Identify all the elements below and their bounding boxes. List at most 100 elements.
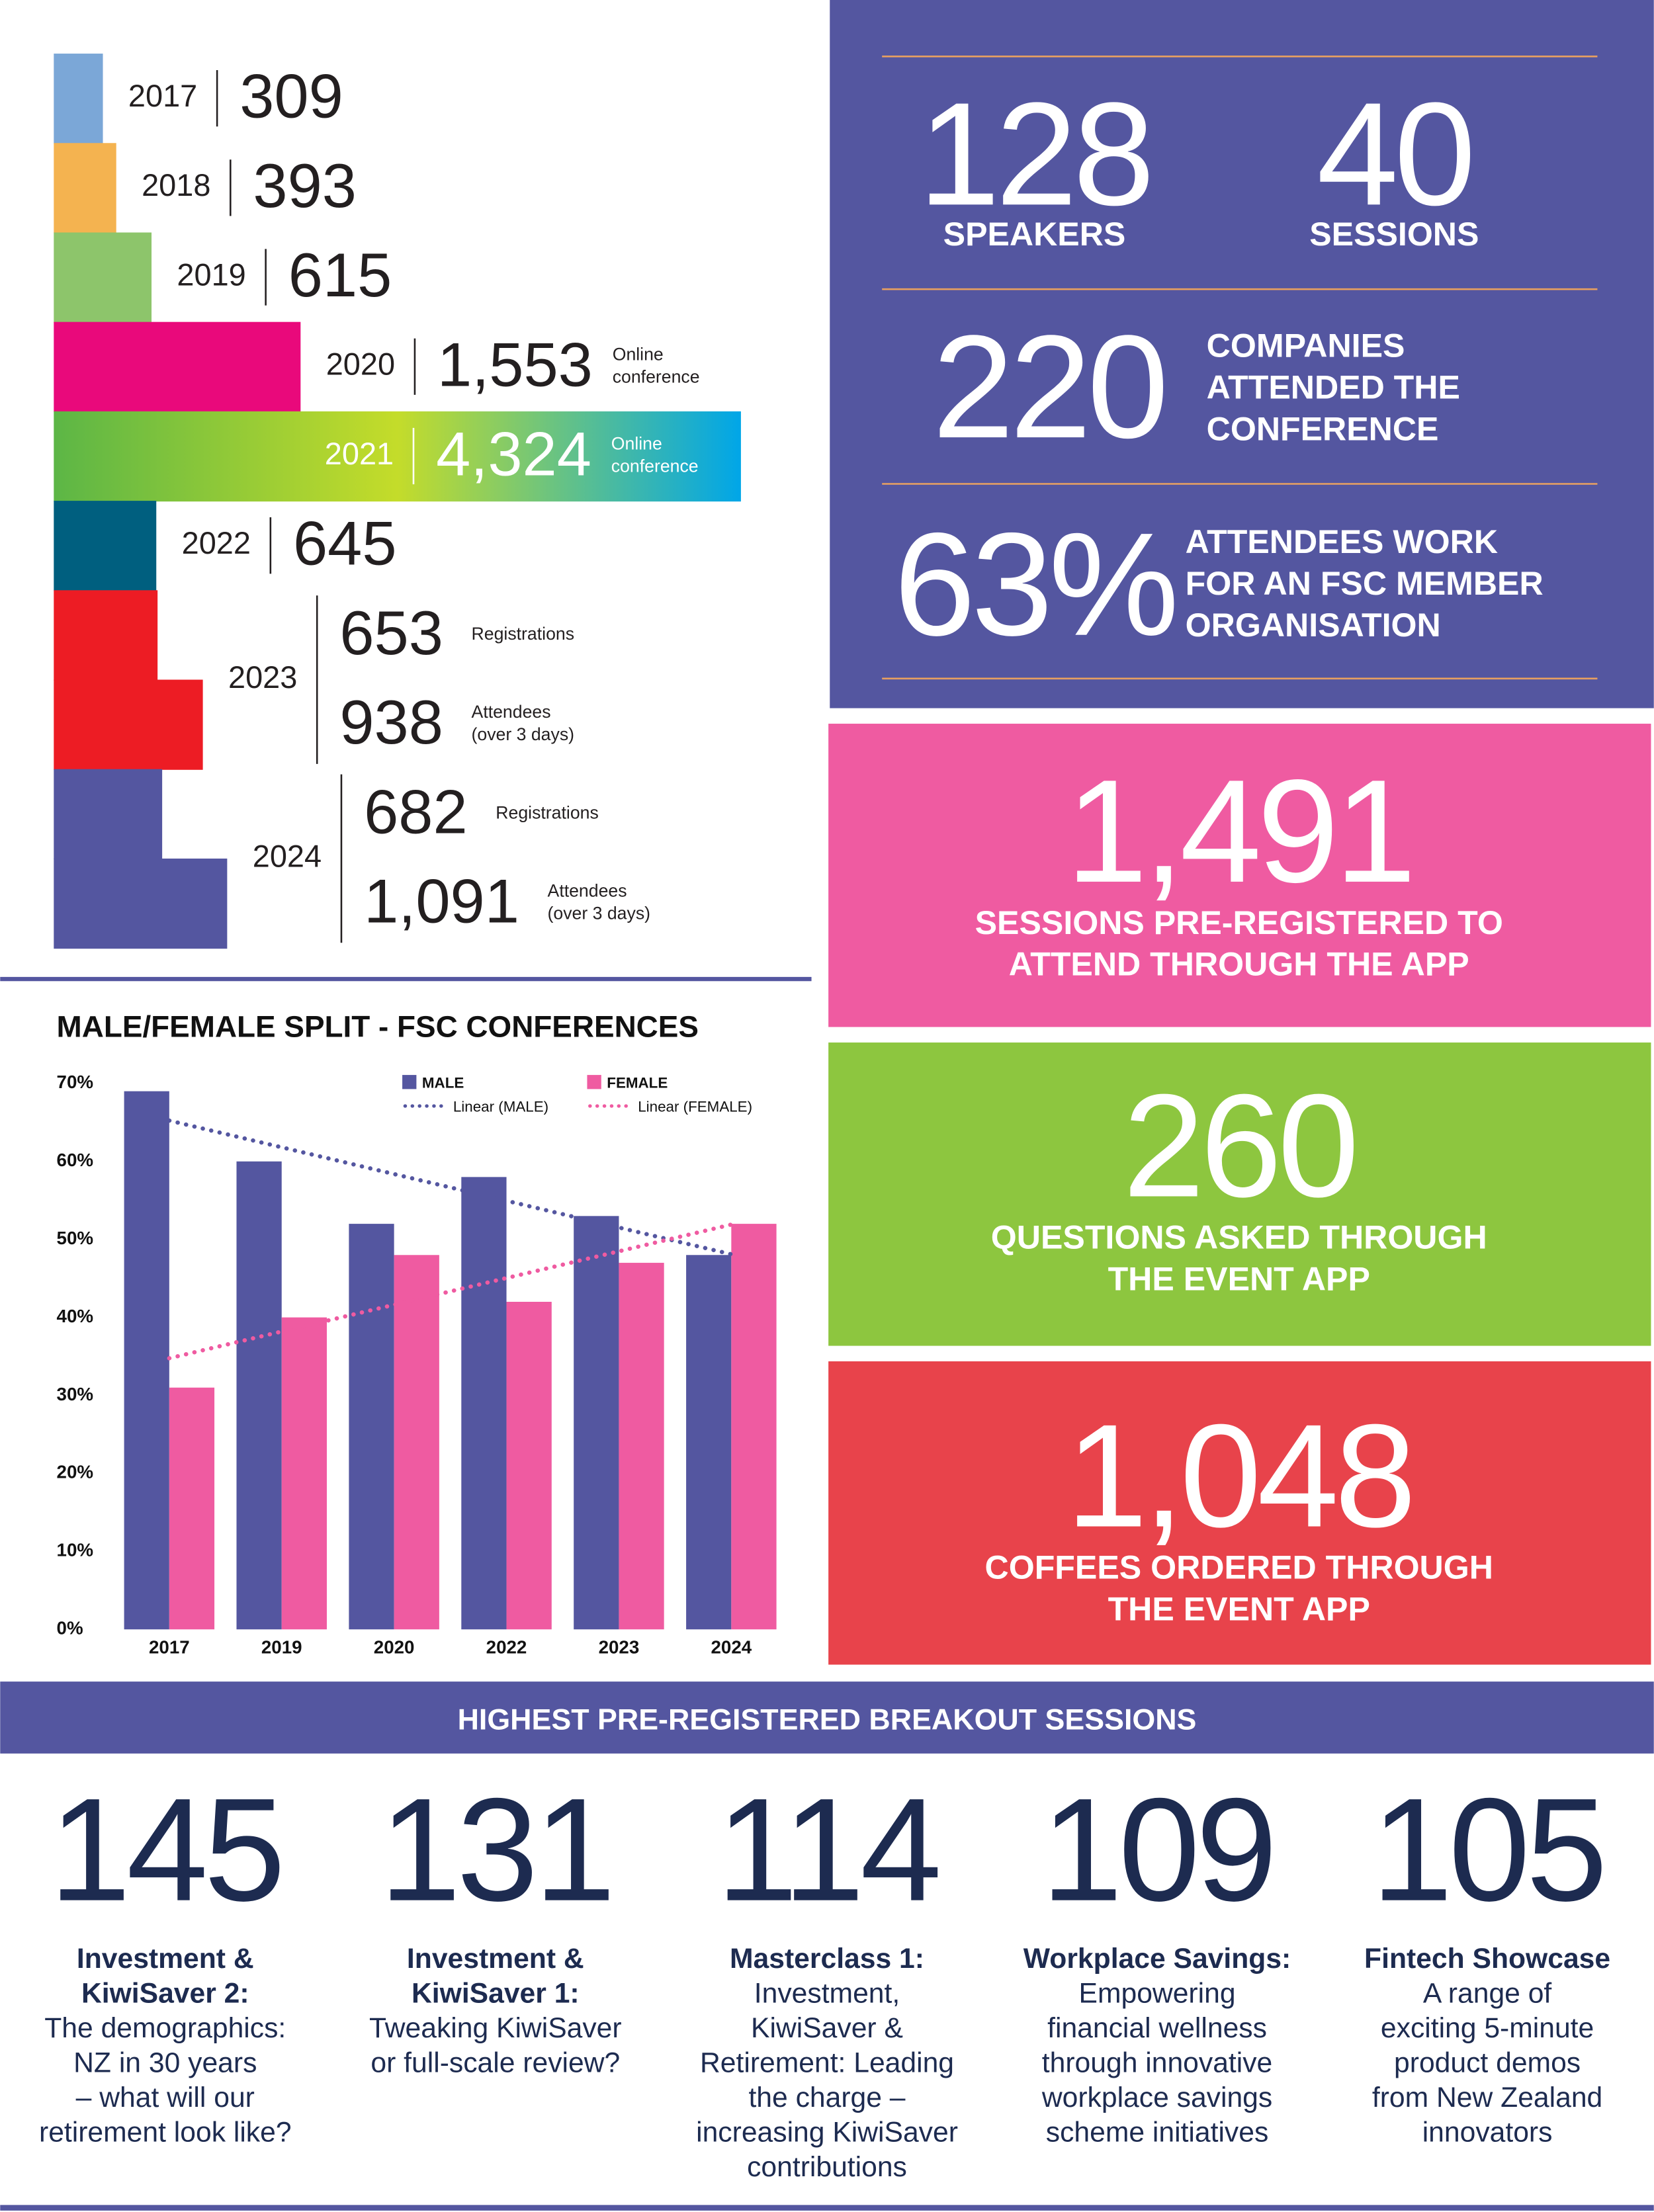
value-label: 4,324 [436, 419, 591, 489]
bar [506, 1302, 552, 1630]
session-description: product demos [1394, 2047, 1581, 2078]
value-label: 938 [339, 687, 443, 757]
stat-label: THE EVENT APP [1108, 1590, 1370, 1627]
session-description: Tweaking KiwiSaver [369, 2012, 622, 2044]
value-label: 615 [288, 240, 392, 310]
value-label: 653 [339, 598, 443, 667]
year-label: 2018 [142, 168, 210, 202]
stat-label: ATTEND THROUGH THE APP [1009, 946, 1469, 983]
session-description: – what will our [76, 2082, 255, 2113]
legend-label: Linear (FEMALE) [638, 1099, 752, 1115]
value-label: 393 [253, 151, 357, 220]
session-description: from New Zealand [1372, 2082, 1602, 2113]
stat-label: ATTENDEES WORK [1186, 523, 1498, 560]
x-tick-label: 2023 [599, 1637, 640, 1657]
year-label: 2017 [128, 79, 197, 113]
stat-label: CONFERENCE [1207, 410, 1439, 447]
stat-number: 1,048 [1066, 1394, 1412, 1558]
session-description: Empowering [1079, 1978, 1236, 2010]
year-label: 2023 [228, 660, 297, 695]
note: (over 3 days) [472, 724, 574, 744]
value-label: 309 [239, 62, 343, 131]
note: Attendees [472, 702, 551, 722]
bar [54, 679, 203, 770]
session-description: The demographics: [44, 2012, 286, 2044]
session-description: increasing KiwiSaver [696, 2116, 958, 2148]
y-tick-label: 20% [57, 1462, 93, 1482]
stat-label: COMPANIES [1207, 327, 1405, 364]
stat-label: ATTENDED THE [1207, 368, 1460, 405]
y-tick-label: 10% [57, 1540, 93, 1560]
stat-box [828, 1042, 1651, 1346]
bar [686, 1255, 732, 1630]
session-title: Masterclass 1: [730, 1943, 924, 1975]
stats-panel [830, 0, 1654, 708]
bar [54, 411, 741, 502]
session-title: Investment & [77, 1943, 254, 1975]
y-tick-label: 70% [57, 1072, 93, 1092]
session-description: NZ in 30 years [73, 2047, 257, 2078]
session-description: exciting 5-minute [1381, 2012, 1594, 2044]
bar [54, 501, 157, 591]
bar [349, 1224, 394, 1630]
stat-label: FOR AN FSC MEMBER [1186, 565, 1544, 602]
year-label: 2020 [326, 347, 395, 382]
x-tick-label: 2024 [711, 1637, 752, 1657]
stat-number: 1,491 [1066, 749, 1412, 914]
stat-label: SESSIONS [1309, 216, 1479, 253]
value-label: 645 [293, 509, 397, 578]
banner [0, 1681, 1654, 1754]
x-tick-label: 2022 [486, 1637, 527, 1657]
session-description: Retirement: Leading [700, 2047, 954, 2078]
session-title: Investment & [407, 1943, 584, 1975]
y-tick-label: 50% [57, 1228, 93, 1248]
bar [54, 769, 163, 859]
bar [54, 590, 158, 681]
value-label: 1,553 [437, 329, 593, 399]
y-tick-label: 30% [57, 1384, 93, 1404]
session-title: Fintech Showcase [1364, 1943, 1610, 1975]
session-count: 145 [49, 1768, 281, 1932]
stat-number: 220 [932, 305, 1164, 469]
session-description: the charge – [748, 2082, 905, 2113]
trendline [167, 1222, 734, 1361]
session-description: or full-scale review? [370, 2047, 620, 2078]
session-description: innovators [1422, 2116, 1553, 2148]
bar [169, 1387, 215, 1630]
bar [54, 143, 116, 234]
bar [394, 1255, 439, 1630]
session-description: through innovative [1042, 2047, 1272, 2078]
legend-label: Linear (MALE) [453, 1099, 548, 1115]
bar [281, 1317, 327, 1630]
legend-label: MALE [422, 1074, 464, 1091]
bar [124, 1091, 169, 1630]
value-label: 682 [364, 777, 468, 846]
x-tick-label: 2019 [261, 1637, 302, 1657]
stat-number: 63% [894, 503, 1175, 667]
bar [619, 1263, 664, 1630]
stat-box [828, 724, 1651, 1027]
session-description: KiwiSaver & [751, 2012, 903, 2044]
stat-label: COFFEES ORDERED THROUGH [985, 1549, 1493, 1586]
stat-label: SPEAKERS [943, 216, 1126, 253]
note: Online [611, 433, 662, 453]
legend-swatch [402, 1075, 417, 1089]
note: (over 3 days) [548, 904, 650, 923]
stat-number: 260 [1123, 1064, 1355, 1228]
year-label: 2024 [253, 839, 322, 873]
legend-label: FEMALE [607, 1074, 668, 1091]
stat-label: QUESTIONS ASKED THROUGH [991, 1218, 1487, 1255]
session-description: A range of [1423, 1978, 1552, 2010]
session-title: KiwiSaver 2: [81, 1978, 249, 2010]
year-label: 2022 [182, 526, 251, 560]
year-label: 2021 [325, 437, 394, 471]
session-description: Investment, [754, 1978, 900, 2010]
stat-label: THE EVENT APP [1108, 1260, 1370, 1297]
bar [236, 1161, 282, 1630]
note: Registrations [472, 624, 574, 644]
x-tick-label: 2017 [149, 1637, 190, 1657]
bar [54, 858, 228, 949]
session-title: Workplace Savings: [1023, 1943, 1291, 1975]
bar [574, 1216, 619, 1630]
y-tick-label: 60% [57, 1150, 93, 1170]
